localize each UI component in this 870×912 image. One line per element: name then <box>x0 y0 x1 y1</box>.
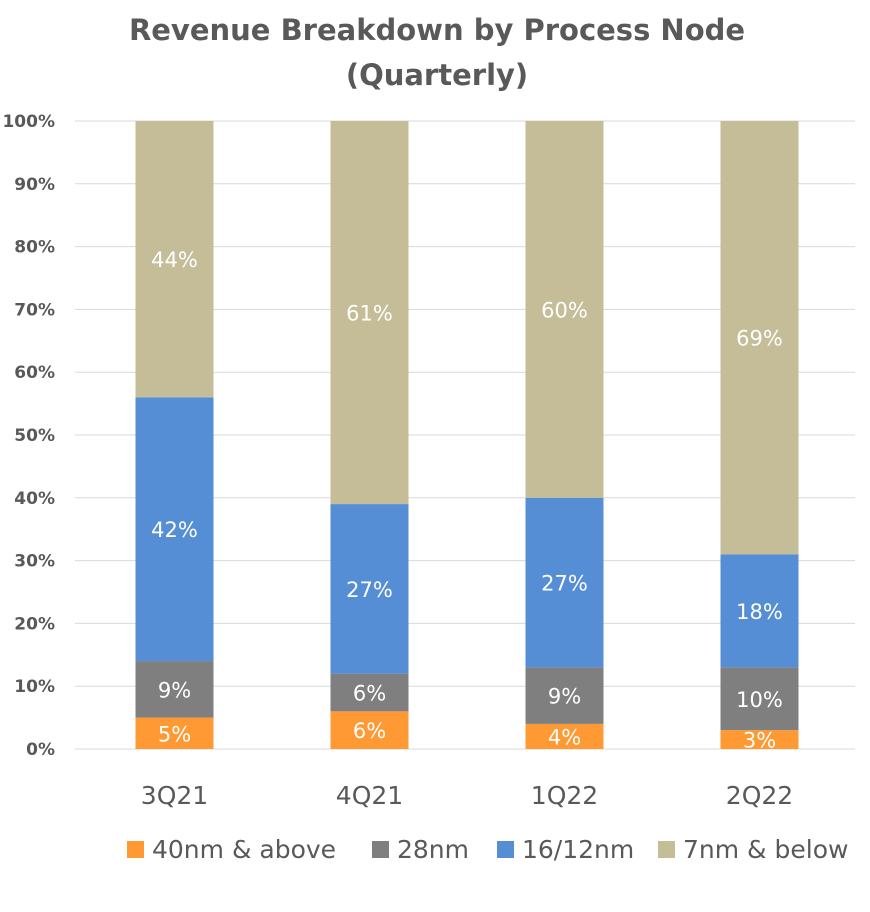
data-label: 4% <box>548 725 581 749</box>
legend-swatch <box>497 841 514 858</box>
bar-segment <box>330 673 409 712</box>
y-tick-label: 20% <box>14 614 55 634</box>
x-tick-label: 1Q22 <box>531 781 598 810</box>
data-label: 27% <box>346 578 393 602</box>
legend-swatch <box>372 841 389 858</box>
data-label: 6% <box>353 681 386 705</box>
bar-segment <box>135 661 214 718</box>
data-label: 60% <box>541 298 588 322</box>
bar-segment <box>135 717 214 749</box>
bar-segment <box>135 397 214 662</box>
bar-segment <box>525 723 604 749</box>
legend-swatch <box>127 841 144 858</box>
y-tick-label: 60% <box>14 363 55 383</box>
bar-segment <box>330 711 409 749</box>
data-label: 18% <box>736 600 783 624</box>
bar-segment <box>135 121 214 398</box>
legend-item: 16/12nm <box>497 835 634 864</box>
y-tick-label: 10% <box>14 677 55 697</box>
legend-label: 28nm <box>397 835 469 864</box>
legend-label: 40nm & above <box>152 835 336 864</box>
legend-swatch <box>658 841 675 858</box>
y-tick-label: 80% <box>14 238 55 258</box>
x-tick-label: 3Q21 <box>141 781 208 810</box>
data-label: 3% <box>743 729 776 753</box>
bar-segment <box>720 121 799 555</box>
y-tick-label: 50% <box>14 426 55 446</box>
y-tick-label: 90% <box>14 175 55 195</box>
bar-segment <box>525 497 604 668</box>
y-tick-label: 100% <box>2 112 55 132</box>
y-tick-label: 0% <box>26 740 55 760</box>
legend-label: 16/12nm <box>522 835 634 864</box>
y-tick-label: 30% <box>14 552 55 572</box>
legend-item: 7nm & below <box>658 835 848 864</box>
data-label: 5% <box>158 722 191 746</box>
bar-segment <box>330 504 409 674</box>
bar-segment <box>720 554 799 668</box>
bar-segment <box>720 667 799 731</box>
bar-segment <box>330 121 409 505</box>
data-label: 44% <box>151 248 198 272</box>
y-tick-label: 70% <box>14 300 55 320</box>
data-label: 42% <box>151 518 198 542</box>
data-label: 10% <box>736 688 783 712</box>
y-tick-label: 40% <box>14 489 55 509</box>
legend-item: 28nm <box>372 835 469 864</box>
data-label: 61% <box>346 302 393 326</box>
data-label: 27% <box>541 572 588 596</box>
bar-segment <box>525 667 604 724</box>
legend-item: 40nm & above <box>127 835 336 864</box>
bar-segment <box>525 121 604 498</box>
data-label: 6% <box>353 719 386 743</box>
bar-segment <box>720 730 799 749</box>
data-label: 9% <box>158 678 191 702</box>
x-tick-label: 4Q21 <box>336 781 403 810</box>
chart-subtitle: (Quarterly) <box>346 58 528 92</box>
chart-title: Revenue Breakdown by Process Node <box>129 13 745 47</box>
data-label: 9% <box>548 685 581 709</box>
data-label: 69% <box>736 327 783 351</box>
legend-label: 7nm & below <box>683 835 848 864</box>
x-tick-label: 2Q22 <box>726 781 793 810</box>
